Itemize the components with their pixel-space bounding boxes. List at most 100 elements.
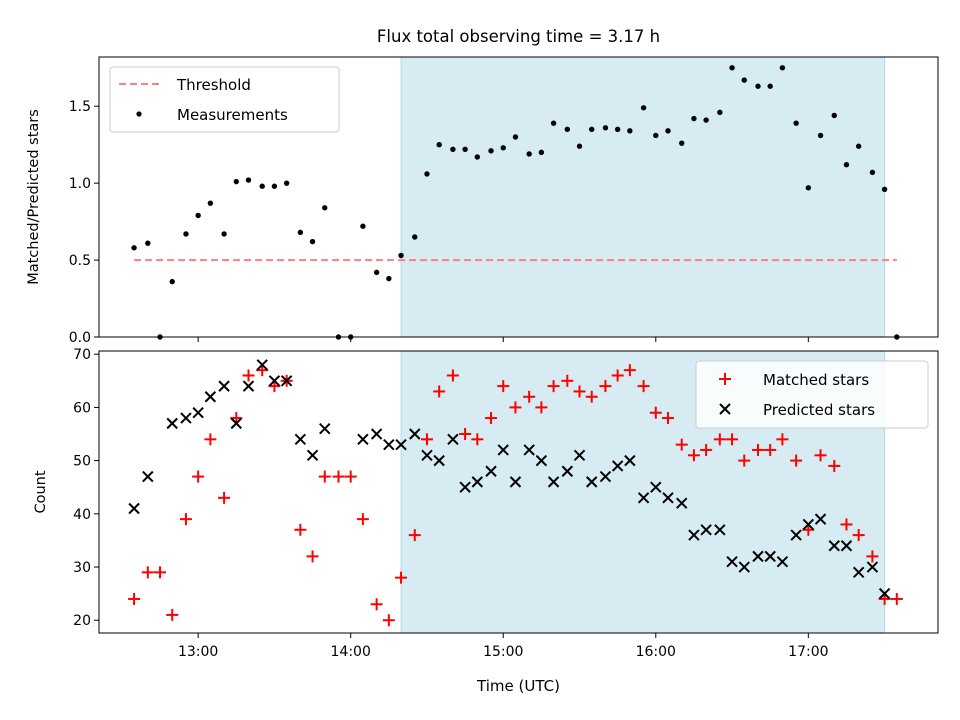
predicted-star-marker: [561, 465, 574, 477]
measurement-point: [322, 205, 328, 211]
plot-frame-bottom: [98, 350, 939, 634]
matched-star-marker: [395, 571, 408, 584]
measurement-point: [195, 212, 201, 219]
y-tick-label: 0.0: [69, 330, 91, 346]
matched-star-marker: [356, 513, 369, 526]
matched-star-marker: [852, 529, 865, 542]
y-tick-label: 1.5: [69, 99, 91, 115]
predicted-star-marker: [218, 380, 230, 392]
matched-star-marker: [840, 518, 853, 531]
measurement-point: [653, 132, 659, 139]
predicted-star-marker: [714, 524, 726, 536]
predicted-star-marker: [142, 470, 154, 483]
measurement-point: [602, 125, 609, 131]
measurement-point: [398, 252, 404, 259]
legend-threshold-label: Threshold: [176, 76, 251, 94]
measurement-point: [207, 200, 214, 206]
matched-star-marker: [776, 433, 789, 446]
measurement-point: [627, 128, 633, 134]
predicted-star-marker: [497, 444, 509, 456]
measurement-point: [576, 143, 583, 149]
measurement-point: [412, 234, 418, 240]
predicted-star-marker: [230, 417, 242, 430]
predicted-star-marker: [256, 359, 268, 371]
matched-star-marker: [344, 470, 357, 483]
x-axis-ticks-bottom: 13:00 14:00 15:00 16:00 17:00: [178, 633, 829, 660]
measurement-point: [526, 151, 532, 157]
measurement-point: [550, 120, 557, 126]
predicted-star-marker: [509, 476, 522, 488]
matched-star-marker: [154, 566, 167, 579]
legend-matched-label: Matched stars: [763, 371, 869, 389]
predicted-star-marker: [395, 438, 407, 451]
x-tick-label: 17:00: [788, 644, 828, 660]
predicted-star-marker: [878, 587, 891, 600]
matched-star-marker: [649, 406, 662, 419]
measurement-point: [793, 120, 799, 126]
predicted-star-marker: [662, 492, 674, 504]
matched-star-marker: [523, 390, 536, 403]
x-tick-label: 13:00: [178, 644, 218, 660]
y-tick-label: 0.5: [69, 253, 91, 269]
predicted-star-marker: [547, 476, 560, 488]
predicted-star-marker: [624, 454, 636, 467]
predicted-star-marker: [840, 540, 853, 552]
measurement-point: [665, 128, 671, 134]
measurement-point: [717, 109, 723, 116]
measurement-point: [564, 126, 571, 133]
measurement-point: [500, 145, 506, 151]
matched-star-marker: [179, 513, 192, 526]
matched-star-marker: [433, 385, 446, 398]
matched-star-marker: [675, 438, 688, 451]
matched-star-marker: [294, 523, 307, 536]
y-axis-label-top: Matched/Predicted stars: [26, 109, 42, 285]
matched-star-marker: [446, 369, 459, 382]
y-tick-label: 70: [73, 347, 91, 363]
measurement-point: [691, 115, 697, 122]
predicted-star-marker: [319, 422, 331, 435]
measurement-point: [373, 269, 380, 276]
matched-star-marker: [547, 380, 560, 393]
matched-star-marker: [141, 566, 154, 579]
y-tick-label: 40: [73, 507, 91, 523]
predicted-star-marker: [852, 566, 865, 579]
matched-star-marker: [471, 433, 484, 446]
predicted-star-marker: [447, 433, 459, 446]
predicted-star-marker: [752, 550, 764, 563]
ratio-panel: Flux total observing time = 3.17 h 0.00.…: [26, 27, 939, 346]
predicted-star-marker: [370, 428, 383, 440]
matched-star-marker: [420, 433, 433, 446]
predicted-star-marker: [599, 470, 612, 483]
matched-star-marker: [623, 364, 636, 377]
matched-star-marker: [497, 380, 510, 393]
matched-star-marker: [370, 598, 383, 611]
matched-star-marker: [585, 390, 598, 403]
predicted-star-marker: [268, 375, 281, 387]
predicted-star-marker: [409, 428, 421, 440]
predicted-star-marker: [485, 465, 497, 477]
measurement-point: [755, 83, 761, 89]
matched-star-marker: [218, 491, 231, 504]
measurement-point: [169, 278, 175, 285]
predicted-star-marker: [802, 518, 815, 531]
measurement-point: [131, 245, 137, 251]
measurement-point: [271, 183, 278, 189]
matched-star-marker: [561, 374, 574, 387]
measurement-point: [386, 275, 392, 282]
predicted-star-marker: [421, 449, 433, 461]
predicted-star-marker: [459, 481, 471, 493]
matched-star-marker: [661, 412, 674, 425]
predicted-star-marker: [586, 476, 598, 488]
predicted-star-marker: [306, 449, 319, 461]
matched-star-marker: [687, 449, 700, 462]
matched-star-marker: [509, 401, 522, 414]
predicted-star-marker: [738, 561, 750, 573]
predicted-star-marker: [700, 524, 712, 536]
measurement-point: [424, 171, 430, 177]
matched-star-marker: [192, 470, 205, 483]
matched-star-marker: [751, 443, 764, 456]
predicted-star-marker: [866, 561, 879, 573]
measurement-point: [729, 65, 735, 71]
measurement-point: [589, 126, 595, 133]
predicted-star-marker: [814, 513, 827, 525]
